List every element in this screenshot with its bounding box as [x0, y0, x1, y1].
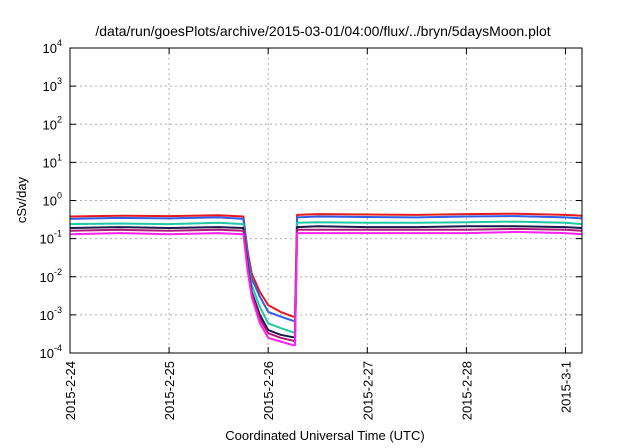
- x-tick-label: 2015-2-28: [459, 361, 474, 420]
- series-line-5: [69, 227, 583, 342]
- x-tick-label: 2015-2-24: [63, 361, 78, 420]
- x-axis-label: Coordinated Universal Time (UTC): [225, 428, 424, 443]
- x-tick-label: 2015-2-25: [162, 361, 177, 420]
- x-tick-label: 2015-3-1: [558, 361, 573, 413]
- chart-title: /data/run/goesPlots/archive/2015-03-01/0…: [95, 23, 550, 39]
- series-line-6: [69, 230, 583, 347]
- y-axis-label: cSv/day: [14, 176, 29, 223]
- series-line-1: [69, 212, 583, 318]
- series-line-4: [69, 225, 583, 339]
- series-line-3: [69, 220, 583, 334]
- series-line-2: [69, 215, 583, 322]
- x-tick-label: 2015-2-26: [261, 361, 276, 420]
- series-group: [69, 212, 583, 347]
- x-tick-label: 2015-2-27: [360, 361, 375, 420]
- x-axis: 2015-2-24 2015-2-25 2015-2-26 2015-2-27 2015…: [63, 48, 573, 420]
